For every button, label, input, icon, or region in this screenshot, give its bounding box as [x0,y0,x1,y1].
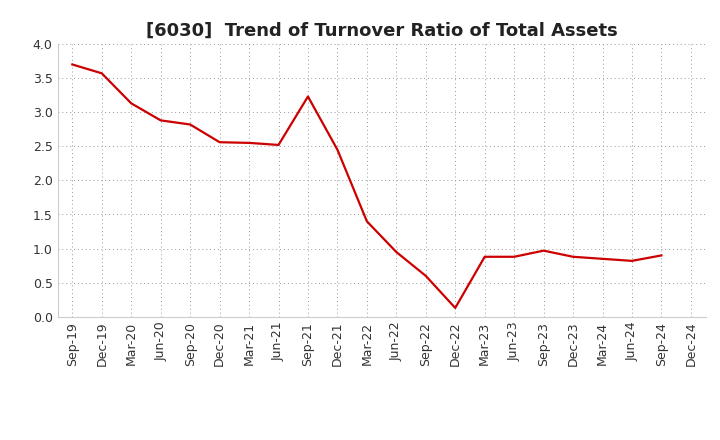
Title: [6030]  Trend of Turnover Ratio of Total Assets: [6030] Trend of Turnover Ratio of Total … [145,22,618,40]
